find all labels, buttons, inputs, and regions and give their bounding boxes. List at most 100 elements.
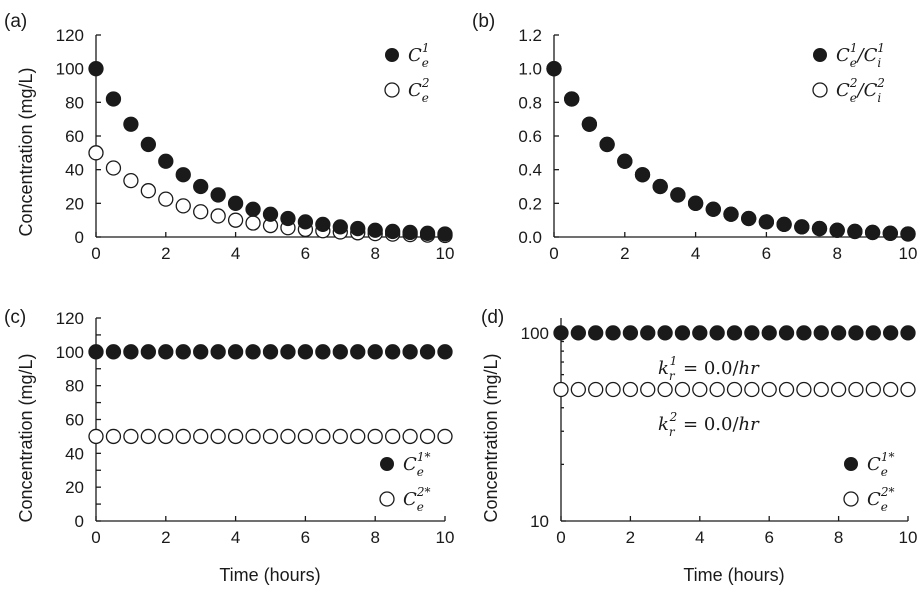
data-point-d-filled: [813, 325, 829, 341]
data-point-d-filled: [778, 325, 795, 341]
annotation-kr2: kr2 = 0.0/hr: [658, 410, 760, 439]
data-point-b-filled: [617, 153, 633, 169]
data-point-d-open: [761, 381, 777, 398]
data-point-d-open: [657, 381, 673, 398]
x-tick-label-d: 10: [899, 528, 918, 547]
y-tick-label-b: 0.2: [518, 194, 542, 213]
legend-label-ratio1: Ce1/Ci1: [836, 41, 885, 70]
data-point-b-filled: [634, 167, 651, 183]
data-point-c-open: [437, 428, 453, 445]
data-point-a-filled: [105, 91, 122, 107]
legend-label-ratio2: Ce2/Ci2: [836, 76, 885, 105]
data-point-d-open: [900, 381, 916, 398]
data-point-a-filled: [227, 195, 244, 211]
data-point-a-filled: [315, 216, 331, 233]
data-point-c-open: [245, 428, 261, 445]
data-point-d-filled: [796, 325, 812, 341]
legend-a: Ce1 Ce2: [384, 41, 430, 105]
x-tick-label-b: 0: [549, 244, 558, 263]
x-axis-label-c: Time (hours): [219, 565, 320, 585]
data-point-c-filled: [280, 344, 296, 360]
data-point-c-open: [297, 428, 314, 445]
y-tick-label-a: 0: [75, 228, 84, 247]
legend-marker-ce2: [384, 82, 400, 98]
data-point-b-filled: [829, 222, 845, 238]
x-tick-label-a: 4: [231, 244, 240, 263]
data-point-a-filled: [210, 187, 226, 203]
x-tick-label-a: 8: [370, 244, 379, 263]
data-point-a-open: [210, 208, 226, 224]
data-point-a-open: [140, 183, 157, 199]
y-tick-label-a: 40: [65, 161, 84, 180]
data-point-c-filled: [384, 344, 401, 360]
y-tick-label-d: 100: [521, 324, 549, 343]
data-point-d-filled: [657, 325, 673, 341]
data-point-d-open: [796, 381, 812, 398]
data-point-d-filled: [709, 325, 725, 341]
data-point-a-filled: [280, 210, 296, 227]
data-point-b-filled: [900, 226, 916, 242]
data-point-d-filled: [640, 325, 656, 341]
y-tick-label-c: 60: [65, 411, 84, 430]
data-point-d-open: [674, 381, 691, 398]
y-tick-label-b: 0.6: [518, 127, 542, 146]
data-point-a-open: [227, 212, 244, 228]
data-point-c-open: [105, 428, 122, 445]
data-point-d-open: [778, 381, 795, 398]
panel-label-d: (d): [481, 307, 504, 328]
data-point-d-open: [865, 381, 881, 398]
y-tick-label-c: 20: [65, 478, 84, 497]
data-point-d-filled: [622, 325, 639, 341]
data-point-d-open: [848, 381, 864, 398]
data-point-d-filled: [674, 325, 691, 341]
x-tick-label-b: 2: [620, 244, 629, 263]
data-point-b-filled: [811, 220, 828, 237]
data-point-c-filled: [105, 344, 122, 360]
data-point-b-filled: [581, 116, 598, 132]
data-point-a-filled: [332, 219, 348, 235]
x-tick-label-d: 4: [695, 528, 704, 547]
data-point-a-filled: [297, 214, 314, 230]
x-tick-label-c: 8: [370, 528, 379, 547]
x-tick-label-c: 4: [231, 528, 240, 547]
data-point-b-filled: [758, 214, 775, 230]
legend-marker-ce1-star-d: [844, 457, 858, 471]
x-tick-label-c: 0: [91, 528, 100, 547]
x-tick-label-b: 8: [832, 244, 841, 263]
data-point-b-filled: [546, 61, 562, 77]
data-point-c-filled: [402, 344, 418, 360]
y-tick-label-a: 60: [65, 127, 84, 146]
legend-marker-ratio1: [813, 48, 827, 62]
y-tick-label-a: 120: [56, 26, 84, 45]
data-point-a-filled: [88, 61, 104, 77]
data-point-b-filled: [670, 187, 686, 203]
data-point-d-filled: [830, 325, 847, 341]
data-point-c-open: [140, 428, 157, 445]
y-tick-label-c: 100: [56, 343, 84, 362]
legend-label-ce1-star-d: Ce1*: [867, 450, 895, 479]
data-point-d-open: [605, 381, 621, 398]
data-point-c-open: [158, 428, 174, 445]
data-point-b-filled: [599, 136, 615, 153]
data-point-c-open: [367, 428, 383, 445]
data-point-b-filled: [864, 224, 881, 241]
y-tick-label-b: 0.4: [518, 161, 542, 180]
data-point-d-open: [883, 381, 899, 398]
data-point-b-filled: [776, 216, 792, 233]
data-point-d-filled: [692, 325, 708, 341]
x-tick-label-b: 4: [691, 244, 700, 263]
y-tick-label-b: 1.2: [518, 26, 542, 45]
x-tick-label-b: 6: [762, 244, 771, 263]
data-point-c-filled: [140, 344, 157, 360]
legend-marker-ce1-star-c: [380, 457, 394, 471]
data-point-d-open: [570, 381, 586, 398]
x-tick-label-d: 0: [556, 528, 565, 547]
x-tick-label-a: 10: [436, 244, 455, 263]
data-point-c-filled: [350, 344, 366, 360]
data-point-c-filled: [315, 344, 331, 360]
data-point-c-open: [280, 428, 296, 445]
data-point-c-open: [210, 428, 226, 445]
legend-marker-ce1: [385, 48, 399, 62]
